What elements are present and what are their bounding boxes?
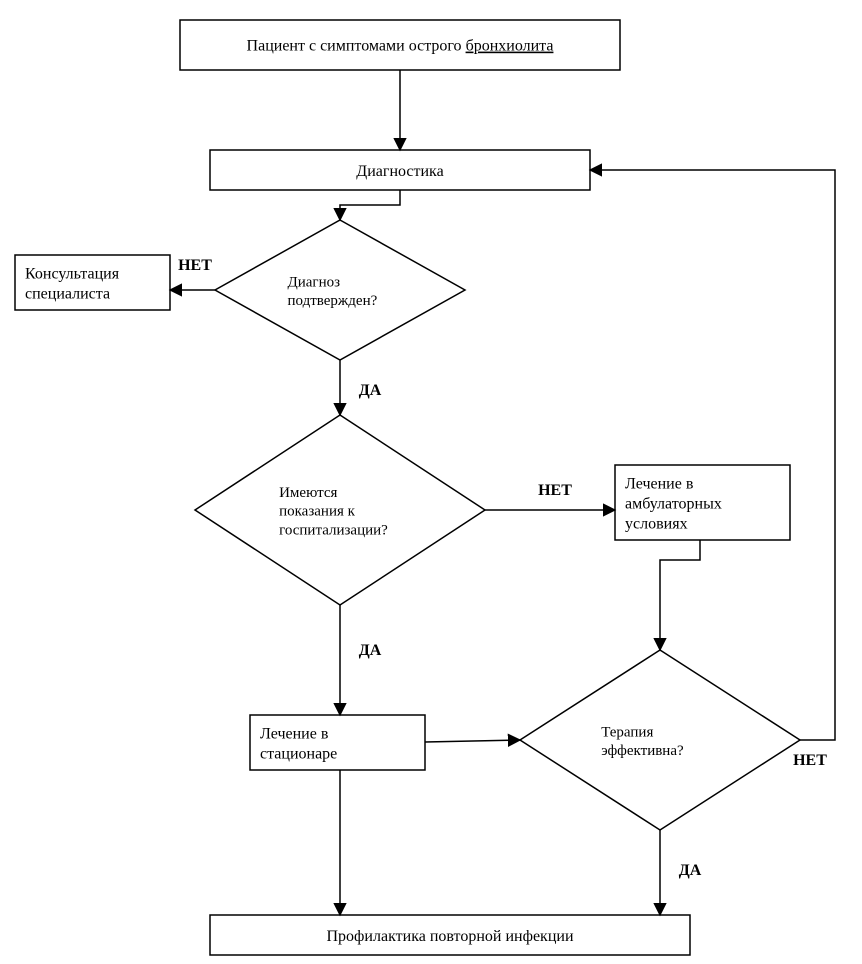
edge-label: НЕТ xyxy=(793,752,827,769)
flow-edge-e4: ДА xyxy=(340,360,382,415)
node-label: Профилактика повторной инфекции xyxy=(327,928,574,945)
flow-node-amb: Лечение вамбулаторныхусловиях xyxy=(615,465,790,540)
flow-edge-e10: ДА xyxy=(660,830,702,915)
flow-node-diag: Диагностика xyxy=(210,150,590,190)
flow-node-end: Профилактика повторной инфекции xyxy=(210,915,690,955)
edge-label: НЕТ xyxy=(178,257,212,274)
edge-label: ДА xyxy=(359,642,382,659)
edge-label: ДА xyxy=(679,862,702,879)
flow-node-d2: Имеютсяпоказания кгоспитализации? xyxy=(195,415,485,605)
flow-node-consult: Консультацияспециалиста xyxy=(15,255,170,310)
flow-edge-e5: НЕТ xyxy=(485,482,615,510)
flow-edge-e3: НЕТ xyxy=(170,257,215,290)
edge-label: ДА xyxy=(359,382,382,399)
flow-edge-e8 xyxy=(425,740,520,742)
flow-edge-e6: ДА xyxy=(340,605,382,715)
flow-node-start: Пациент с симптомами острого бронхиолита xyxy=(180,20,620,70)
node-label: Пациент с симптомами острого бронхиолита xyxy=(247,38,554,55)
flow-node-stac: Лечение встационаре xyxy=(250,715,425,770)
flow-node-d1: Диагнозподтвержден? xyxy=(215,220,465,360)
flow-node-d3: Терапияэффективна? xyxy=(520,650,800,830)
flow-edge-e2 xyxy=(340,190,400,220)
edge-label: НЕТ xyxy=(538,482,572,499)
flow-edge-e7 xyxy=(660,540,700,650)
node-label: Диагностика xyxy=(356,163,443,180)
